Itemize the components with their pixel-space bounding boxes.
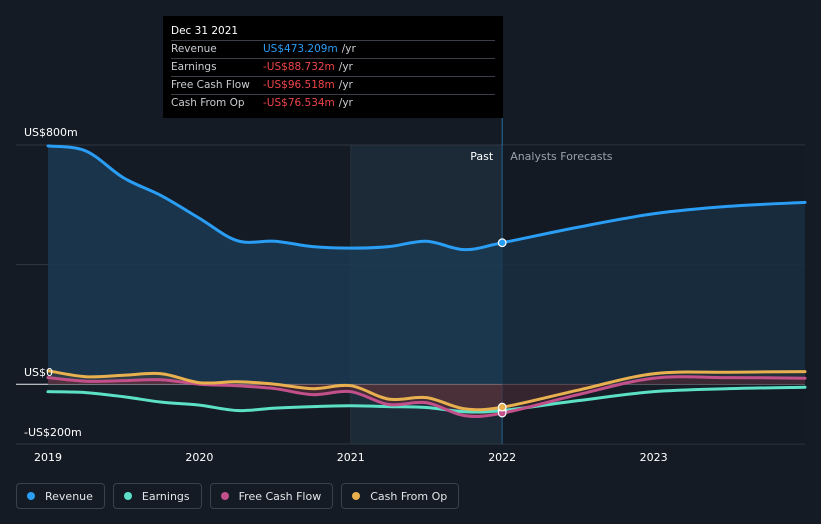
legend-label: Revenue — [45, 489, 93, 503]
tooltip-row-earnings: Earnings -US$88.732m /yr — [171, 59, 495, 77]
tooltip-unit: /yr — [341, 43, 356, 55]
free-cash-flow-line — [46, 375, 807, 419]
legend-label: Cash From Op — [370, 489, 448, 503]
cash-from-op-marker — [497, 402, 507, 412]
x-tick-label: 2022 — [488, 451, 516, 464]
tooltip-value: US$473.209m — [263, 43, 338, 55]
revenue-line — [46, 144, 807, 252]
cash-from-op-line — [46, 369, 807, 412]
earnings-dot-icon — [123, 492, 132, 500]
legend-item-earnings[interactable]: Earnings — [112, 483, 202, 509]
earnings-line — [46, 385, 807, 414]
cash-from-op-dot-icon — [352, 492, 361, 500]
tooltip-label: Free Cash Flow — [171, 79, 250, 91]
free-cash-flow-dot-icon — [220, 492, 229, 500]
forecast-label: Analysts Forecasts — [510, 150, 613, 163]
revenue-area — [48, 145, 805, 385]
legend-item-revenue[interactable]: Revenue — [16, 483, 105, 509]
y-tick-label: US$0 — [24, 366, 53, 379]
tooltip-date: Dec 31 2021 — [171, 23, 495, 41]
tooltip-unit: /yr — [338, 61, 353, 73]
x-tick-label: 2023 — [640, 451, 668, 464]
legend: Revenue Earnings Free Cash Flow Cash Fro… — [16, 483, 460, 511]
x-tick-label: 2021 — [337, 451, 365, 464]
tooltip-unit: /yr — [338, 97, 353, 109]
x-tick-label: 2020 — [185, 451, 213, 464]
tooltip-label: Cash From Op — [171, 97, 245, 109]
tooltip-row-revenue: Revenue US$473.209m /yr — [171, 41, 495, 59]
forecast-shade — [502, 145, 805, 444]
revenue-dot-icon — [27, 492, 35, 500]
tooltip-value: -US$96.518m — [263, 79, 335, 91]
legend-label: Earnings — [141, 489, 190, 503]
legend-item-cash-from-op[interactable]: Cash From Op — [341, 483, 460, 509]
tooltip-value: -US$76.534m — [263, 97, 335, 109]
x-tick-label: 2019 — [34, 451, 62, 464]
y-tick-label: US$800m — [24, 126, 78, 139]
tooltip-label: Revenue — [171, 43, 217, 55]
tooltip-unit: /yr — [338, 79, 353, 91]
tooltip-label: Earnings — [171, 61, 217, 73]
tooltip-row-free-cash-flow: Free Cash Flow -US$96.518m /yr — [171, 77, 495, 95]
past-label: Past — [470, 150, 494, 163]
tooltip-row-cash-from-op: Cash From Op -US$76.534m /yr — [171, 95, 495, 112]
tooltip-value: -US$88.732m — [263, 61, 335, 73]
legend-item-free-cash-flow[interactable]: Free Cash Flow — [209, 483, 334, 509]
revenue-marker — [497, 238, 507, 248]
legend-label: Free Cash Flow — [238, 489, 322, 503]
tooltip: Dec 31 2021 Revenue US$473.209m /yr Earn… — [163, 16, 503, 118]
y-tick-label: -US$200m — [24, 426, 82, 439]
